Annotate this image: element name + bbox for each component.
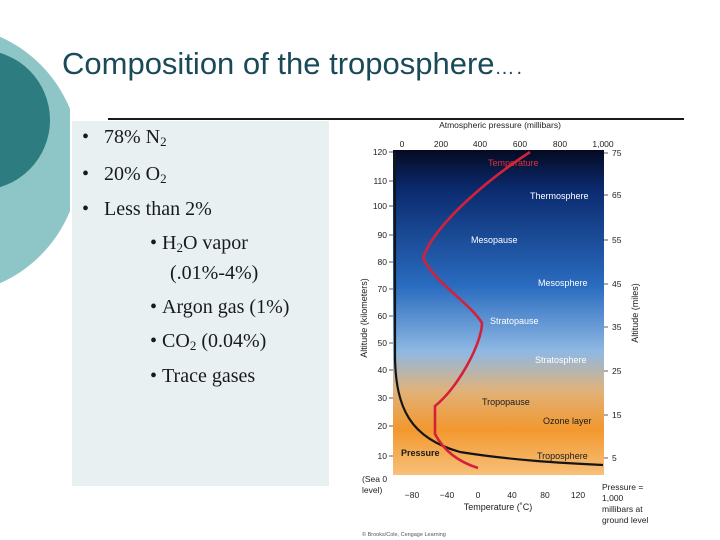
subbullet-text: H xyxy=(162,232,177,254)
subbullet-water-range: (.01%-4%) xyxy=(170,262,258,285)
mesosphere-label: Mesosphere xyxy=(538,278,588,288)
atmosphere-background xyxy=(393,150,604,475)
pressure-note: millibars at xyxy=(602,504,643,514)
subbullet-trace: • Trace gases xyxy=(150,365,255,388)
right-tick-label: 35 xyxy=(612,322,622,332)
title-text: Composition of the troposphere xyxy=(62,46,495,81)
content-textbox xyxy=(72,121,329,486)
subbullet-text-after: O vapor xyxy=(182,232,248,254)
temperature-curve xyxy=(421,150,531,470)
bullet-dot: • xyxy=(82,126,90,148)
title-divider xyxy=(108,118,684,120)
dark-teal-circle xyxy=(0,52,50,188)
left-tick-label: 80 xyxy=(378,257,388,267)
bullet-dot: • xyxy=(150,232,158,254)
bullet-dot: • xyxy=(150,330,158,352)
pressure-label: Pressure xyxy=(401,448,440,458)
ozone-layer-label: Ozone layer xyxy=(543,416,592,426)
bottom-tick-label: 120 xyxy=(571,490,585,500)
atmosphere-figure: Atmospheric pressure (millibars) 0 200 4… xyxy=(359,120,648,538)
subbullet-argon: • Argon gas (1%) xyxy=(150,296,289,319)
stratopause-label: Stratopause xyxy=(490,316,539,326)
right-tick-label: 65 xyxy=(612,190,622,200)
bottom-tick-label: 0 xyxy=(476,490,481,500)
bottom-axis-title: Temperature (˚C) xyxy=(464,502,533,512)
bottom-tick-label: 40 xyxy=(507,490,517,500)
left-tick-label: 30 xyxy=(378,393,388,403)
right-axis-title: Altitude (miles) xyxy=(630,283,640,343)
pressure-note: ground level xyxy=(602,515,648,525)
bullet-text: 78% N xyxy=(104,126,161,148)
right-tick-label: 55 xyxy=(612,235,622,245)
left-tick-label: 90 xyxy=(378,230,388,240)
bullet-less-than: • Less than 2% xyxy=(82,198,212,221)
subbullet-text: Trace gases xyxy=(162,365,256,387)
left-tick-label: 50 xyxy=(378,338,388,348)
mesopause-label: Mesopause xyxy=(471,235,518,245)
left-tick-label: 10 xyxy=(378,451,388,461)
right-tick-label: 75 xyxy=(612,148,622,158)
subbullet-co2: • CO2 (0.04%) xyxy=(150,330,266,354)
subbullet-text: (.01%-4%) xyxy=(170,262,259,284)
right-tick-label: 5 xyxy=(612,453,617,463)
figure-credit: © Brooks/Cole, Cengage Learning xyxy=(362,531,446,538)
top-tick-label: 600 xyxy=(513,139,527,149)
pressure-note: 1,000 xyxy=(602,493,624,503)
bottom-tick-label: 80 xyxy=(540,490,550,500)
subbullet-text: CO xyxy=(162,330,190,352)
pressure-curve xyxy=(393,152,604,467)
subbullet-water-vapor: • H2O vapor xyxy=(150,232,248,256)
left-tick-label: 100 xyxy=(373,201,387,211)
left-tick-label: 110 xyxy=(373,176,387,186)
top-tick-label: 200 xyxy=(434,139,448,149)
bullet-dot: • xyxy=(150,365,158,387)
tropopause-label: Tropopause xyxy=(482,397,530,407)
bullet-dot: • xyxy=(150,296,158,318)
sea-level-label: (Sea 0 xyxy=(362,474,387,484)
bullet-dot: • xyxy=(82,163,90,185)
right-tick-label: 15 xyxy=(612,410,622,420)
title-ellipsis: …. xyxy=(494,57,525,79)
left-axis-title: Altitude (kilometers) xyxy=(359,278,369,358)
pressure-note: Pressure = xyxy=(602,482,643,492)
left-tick-label: 60 xyxy=(378,311,388,321)
top-tick-label: 0 xyxy=(400,139,405,149)
bullet-dot: • xyxy=(82,198,90,220)
temperature-label: Temperature xyxy=(488,158,539,168)
bullet-oxygen: • 20% O2 xyxy=(82,163,167,187)
bullet-nitrogen: • 78% N2 xyxy=(82,126,167,150)
top-axis-title: Atmospheric pressure (millibars) xyxy=(439,120,561,130)
subbullet-subscript: 2 xyxy=(176,240,183,255)
slide-title: Composition of the troposphere…. xyxy=(62,46,524,82)
bullet-text: 20% O xyxy=(104,163,161,185)
subbullet-subscript: 2 xyxy=(189,338,197,353)
stratosphere-label: Stratosphere xyxy=(535,355,587,365)
right-tick-label: 25 xyxy=(612,366,622,376)
subbullet-text-after: (0.04%) xyxy=(196,330,267,352)
decorative-circles xyxy=(0,36,70,284)
top-tick-label: 1,000 xyxy=(592,139,614,149)
left-tick-label: 20 xyxy=(378,421,388,431)
top-tick-label: 800 xyxy=(553,139,567,149)
bullet-subscript: 2 xyxy=(160,171,167,186)
top-tick-label: 400 xyxy=(473,139,487,149)
subbullet-text: Argon gas (1%) xyxy=(162,296,290,318)
thermosphere-label: Thermosphere xyxy=(530,191,589,201)
sea-level-label: level) xyxy=(362,485,382,495)
left-tick-label: 120 xyxy=(373,147,387,157)
bottom-tick-label: −40 xyxy=(440,490,455,500)
bottom-tick-label: −80 xyxy=(405,490,420,500)
right-tick-label: 45 xyxy=(612,279,622,289)
troposphere-label: Troposphere xyxy=(537,451,588,461)
left-tick-label: 70 xyxy=(378,284,388,294)
bullet-subscript: 2 xyxy=(160,134,167,149)
left-tick-label: 40 xyxy=(378,365,388,375)
bullet-text: Less than 2% xyxy=(104,198,212,220)
